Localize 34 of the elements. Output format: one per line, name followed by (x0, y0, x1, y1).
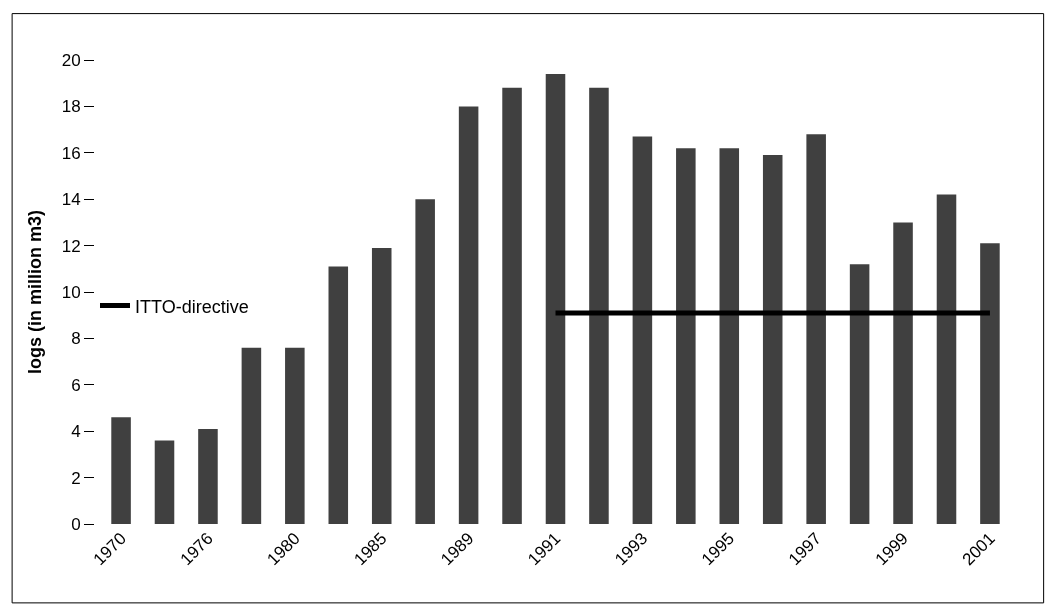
bar (371, 247, 392, 524)
bar (589, 87, 609, 524)
y-tick-label: 6 (71, 375, 81, 395)
bar (285, 347, 305, 524)
y-tick-label: 12 (61, 236, 81, 256)
bar (458, 106, 479, 524)
y-axis-title: logs (in million m3) (24, 209, 45, 375)
y-tick-label: 14 (61, 190, 81, 210)
bar (241, 347, 262, 524)
legend-label: ITTO-directive (135, 296, 249, 317)
bar (545, 73, 566, 524)
bar (502, 87, 522, 524)
bar (806, 134, 826, 524)
bar (328, 266, 349, 524)
bar (893, 222, 913, 524)
y-tick-label: 0 (71, 514, 81, 534)
bar (154, 440, 175, 524)
bar (632, 136, 653, 524)
y-tick-label: 16 (61, 143, 81, 163)
y-tick-label: 18 (61, 97, 81, 117)
bar (719, 148, 740, 524)
bar (198, 428, 218, 524)
bar (936, 194, 957, 524)
bar (849, 264, 870, 524)
bar (676, 148, 696, 524)
bar (415, 199, 435, 524)
y-tick-label: 4 (71, 422, 81, 442)
y-tick-label: 2 (71, 468, 81, 488)
y-tick-label: 10 (61, 282, 81, 302)
bar (111, 417, 131, 524)
bar (980, 243, 1000, 524)
bar (762, 155, 783, 524)
y-tick-label: 8 (71, 329, 81, 349)
y-tick-label: 20 (61, 50, 81, 70)
